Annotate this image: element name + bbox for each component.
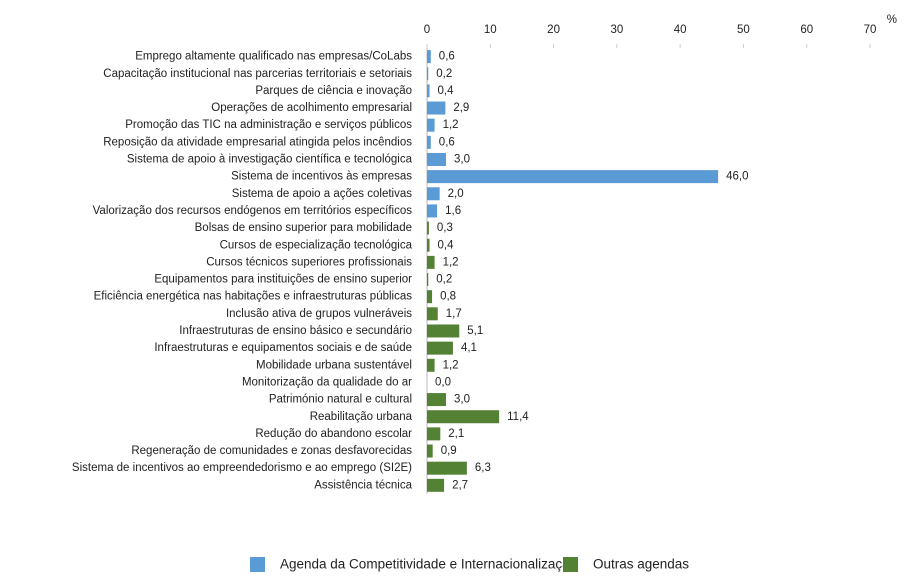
category-label: Sistema de incentivos ao empreendedorism…	[72, 462, 412, 474]
category-label: Redução do abandono escolar	[255, 428, 412, 440]
value-label: 0,6	[439, 51, 455, 63]
category-label: Assistência técnica	[314, 479, 412, 491]
value-label: 0,2	[436, 68, 452, 80]
category-label: Cursos de especialização tecnológica	[220, 239, 413, 251]
category-label: Bolsas de ensino superior para mobilidad…	[195, 222, 412, 234]
category-label: Eficiência energética nas habitações e i…	[94, 291, 413, 303]
bar	[427, 273, 429, 287]
bar	[427, 255, 435, 269]
category-label: Equipamentos para instituições de ensino…	[154, 274, 412, 286]
value-label: 11,4	[507, 411, 529, 423]
value-label: 1,7	[446, 308, 462, 320]
bar	[427, 478, 445, 492]
bar	[427, 84, 430, 98]
bar	[427, 427, 441, 441]
value-label: 0,4	[438, 239, 455, 251]
value-label: 2,0	[448, 188, 464, 200]
value-label: 0,6	[439, 136, 455, 148]
bar	[427, 341, 453, 355]
legend-swatch	[563, 557, 578, 572]
value-label: 2,1	[448, 428, 464, 440]
bar	[427, 135, 431, 149]
value-label: 0,3	[437, 222, 453, 234]
value-label: 2,9	[453, 102, 469, 114]
category-label: Capacitação institucional nas parcerias …	[103, 68, 412, 80]
category-label: Património natural e cultural	[269, 394, 412, 406]
value-label: 1,6	[445, 205, 461, 217]
category-label: Monitorização da qualidade do ar	[242, 376, 412, 388]
category-label: Reposição da atividade empresarial ating…	[103, 136, 412, 148]
x-tick-label: 60	[800, 24, 813, 36]
x-tick-label: 70	[864, 24, 877, 36]
bar	[427, 187, 440, 201]
value-label: 4,1	[461, 342, 477, 354]
value-label: 1,2	[443, 256, 459, 268]
value-label: 46,0	[726, 171, 748, 183]
category-label: Sistema de apoio a ações coletivas	[232, 188, 413, 200]
category-label: Infraestruturas e equipamentos sociais e…	[154, 342, 412, 354]
category-label: Emprego altamente qualificado nas empres…	[135, 51, 412, 63]
bar	[427, 170, 719, 184]
bar	[427, 461, 467, 475]
bar	[427, 393, 446, 407]
category-label: Sistema de incentivos às empresas	[231, 171, 412, 183]
x-tick-label: 20	[547, 24, 560, 36]
category-label: Operações de acolhimento empresarial	[211, 102, 412, 114]
category-label: Mobilidade urbana sustentável	[256, 359, 412, 371]
value-label: 0,2	[436, 274, 452, 286]
bar	[427, 101, 446, 115]
category-label: Cursos técnicos superiores profissionais	[206, 256, 412, 268]
category-label: Parques de ciência e inovação	[255, 85, 412, 97]
bar	[427, 290, 433, 304]
category-label: Inclusão ativa de grupos vulneráveis	[226, 308, 412, 320]
bar	[427, 67, 429, 81]
value-label: 2,7	[452, 479, 468, 491]
x-tick-label: 50	[737, 24, 750, 36]
bar	[427, 118, 435, 132]
legend-label: Outras agendas	[593, 557, 689, 572]
category-label: Regeneração de comunidades e zonas desfa…	[131, 445, 412, 457]
x-axis-label: %	[887, 14, 897, 26]
bar	[427, 324, 460, 338]
value-label: 3,0	[454, 394, 470, 406]
value-label: 3,0	[454, 154, 470, 166]
bar	[427, 204, 438, 218]
bar	[427, 152, 446, 166]
value-label: 1,2	[443, 359, 459, 371]
category-label: Infraestruturas de ensino básico e secun…	[179, 325, 412, 337]
value-label: 6,3	[475, 462, 491, 474]
category-label: Sistema de apoio à investigação científi…	[127, 154, 413, 166]
bar	[427, 410, 500, 424]
bar	[427, 221, 429, 235]
x-tick-label: 40	[674, 24, 687, 36]
x-tick-label: 30	[610, 24, 623, 36]
legend-swatch	[250, 557, 265, 572]
category-label: Reabilitação urbana	[310, 411, 413, 423]
value-label: 0,0	[435, 376, 451, 388]
bar	[427, 444, 433, 458]
value-label: 0,8	[440, 291, 456, 303]
value-label: 0,9	[441, 445, 457, 457]
category-label: Promoção das TIC na administração e serv…	[125, 119, 412, 131]
legend-label: Agenda da Competitividade e Internaciona…	[280, 557, 577, 572]
x-tick-label: 0	[424, 24, 430, 36]
x-tick-label: 10	[484, 24, 497, 36]
bar	[427, 358, 435, 372]
value-label: 5,1	[467, 325, 483, 337]
bar	[427, 50, 431, 64]
category-label: Valorização dos recursos endógenos em te…	[93, 205, 413, 217]
bar	[427, 307, 438, 321]
value-label: 1,2	[443, 119, 459, 131]
value-label: 0,4	[438, 85, 455, 97]
bar	[427, 238, 430, 252]
